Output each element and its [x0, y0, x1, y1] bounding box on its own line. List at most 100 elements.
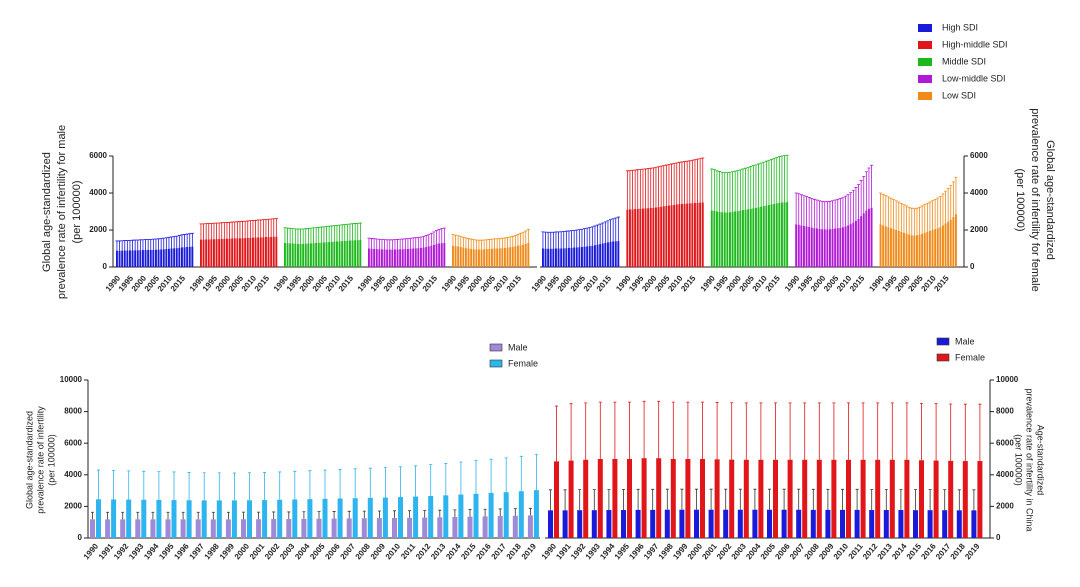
- error-bar: [230, 221, 234, 239]
- error-bar: [799, 194, 803, 226]
- error-bar: [857, 184, 861, 219]
- error-bar: [495, 238, 499, 249]
- error-bar: [500, 237, 504, 249]
- bar: [165, 249, 168, 267]
- error-bar: [641, 168, 645, 209]
- error-bar: [557, 231, 561, 249]
- error-bar: [278, 471, 282, 500]
- error-bar: [774, 402, 777, 460]
- error-bar: [559, 231, 563, 249]
- axis-title-line: Global age-standardized: [24, 411, 34, 509]
- error-bar: [411, 237, 415, 249]
- bar: [459, 247, 462, 267]
- bar: [955, 214, 957, 267]
- error-bar: [826, 488, 830, 510]
- error-bar: [222, 222, 226, 239]
- error-bar: [846, 194, 850, 226]
- error-bar: [936, 197, 940, 229]
- error-bar: [662, 165, 666, 207]
- error-bar: [267, 218, 271, 238]
- error-bar: [944, 190, 948, 224]
- error-bar: [212, 222, 216, 240]
- error-bar: [805, 196, 809, 227]
- error-bar: [807, 197, 811, 228]
- error-bar: [728, 171, 732, 213]
- bar: [475, 249, 478, 267]
- error-bar: [759, 162, 763, 207]
- error-bar: [232, 472, 236, 501]
- y-tick-label: 6000: [970, 151, 988, 160]
- bar: [708, 509, 714, 538]
- bar: [803, 225, 805, 267]
- x-tick-label: 2001: [700, 541, 719, 561]
- bar: [351, 240, 354, 267]
- bar: [842, 227, 844, 267]
- bar: [517, 245, 519, 267]
- bar: [320, 242, 323, 267]
- error-bar: [818, 200, 822, 229]
- legend-swatch: [918, 75, 932, 83]
- bar: [852, 222, 855, 267]
- error-bar: [127, 470, 131, 500]
- bar: [737, 509, 743, 538]
- error-bar: [248, 472, 251, 501]
- bar: [216, 500, 222, 538]
- error-bar: [923, 204, 927, 233]
- error-bar: [301, 228, 305, 244]
- bar: [462, 247, 465, 267]
- error-bar: [920, 205, 924, 234]
- bar: [149, 249, 152, 267]
- bar: [312, 243, 315, 267]
- error-bar: [675, 162, 679, 205]
- error-bar: [453, 509, 457, 517]
- bar: [307, 499, 313, 538]
- bar: [578, 247, 581, 267]
- bar: [519, 245, 522, 267]
- error-bar: [607, 489, 611, 511]
- bar: [627, 459, 632, 538]
- bar: [908, 234, 911, 267]
- bar: [956, 510, 962, 538]
- error-bar: [572, 229, 576, 248]
- bar: [787, 459, 793, 538]
- error-bar: [914, 489, 917, 511]
- bar: [373, 248, 376, 267]
- bar: [823, 229, 826, 267]
- error-bar: [131, 239, 135, 251]
- bar: [808, 227, 811, 267]
- error-bar: [884, 195, 888, 227]
- error-bar: [185, 233, 189, 248]
- error-bar: [288, 227, 292, 244]
- bar: [657, 207, 660, 267]
- error-bar: [881, 193, 885, 226]
- error-bar: [783, 155, 787, 203]
- bar: [236, 238, 239, 267]
- bar: [926, 231, 929, 267]
- bar: [257, 237, 260, 267]
- error-bar: [343, 224, 347, 241]
- bar: [631, 209, 634, 267]
- legend-label: Low-middle SDI: [942, 73, 1006, 83]
- error-bar: [474, 239, 478, 250]
- error-bar: [472, 239, 476, 250]
- error-bar: [504, 457, 508, 493]
- error-bar: [554, 231, 558, 249]
- bar: [597, 459, 603, 538]
- error-bar: [754, 164, 758, 208]
- bar: [301, 518, 307, 538]
- bar: [289, 243, 292, 267]
- bar: [862, 213, 865, 267]
- error-bar: [815, 199, 819, 229]
- bar: [710, 210, 713, 267]
- error-bar: [170, 236, 174, 249]
- bar: [918, 234, 921, 267]
- error-bar: [768, 488, 771, 510]
- bar: [816, 228, 818, 267]
- bar: [700, 459, 705, 538]
- error-bar: [217, 222, 221, 240]
- bar: [118, 250, 121, 267]
- bar: [139, 250, 142, 267]
- error-bar: [154, 238, 158, 250]
- bar: [942, 510, 948, 538]
- bar: [244, 238, 247, 267]
